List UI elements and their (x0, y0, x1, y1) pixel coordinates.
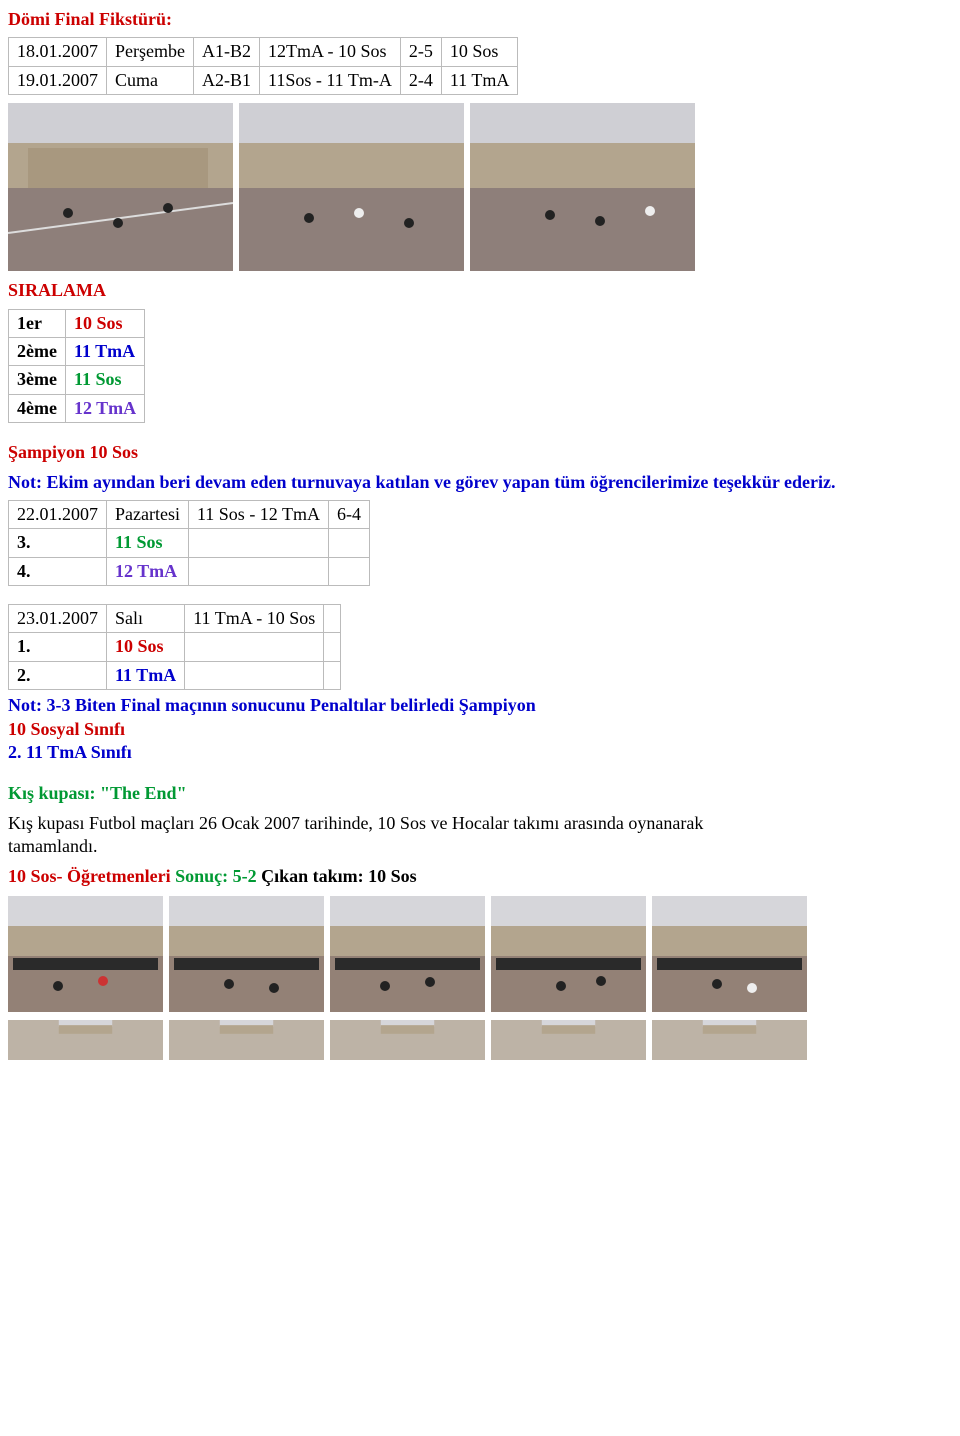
cell-num: 4. (9, 557, 107, 585)
cell-place: 1er (9, 309, 66, 337)
cell-empty (185, 633, 324, 661)
cell-day: Pazartesi (107, 500, 189, 528)
table-row: 4ème 12 TmA (9, 394, 145, 422)
table-row: 3. 11 Sos (9, 529, 370, 557)
match-photo (169, 1020, 324, 1060)
note-final: Not: 3-3 Biten Final maçının sonucunu Pe… (8, 694, 952, 764)
fixtures-table-3: 23.01.2007 Salı 11 TmA - 10 Sos 1. 10 So… (8, 604, 341, 690)
table-row: 23.01.2007 Salı 11 TmA - 10 Sos (9, 605, 341, 633)
note-line-b: 10 Sosyal Sınıfı (8, 719, 125, 739)
cell-match: 11 Sos - 12 TmA (188, 500, 328, 528)
photo-row-1 (8, 103, 952, 271)
cell-empty (328, 557, 369, 585)
match-photo (8, 1020, 163, 1060)
cell-empty (324, 633, 341, 661)
cell-score: 6-4 (328, 500, 369, 528)
match-photo (169, 896, 324, 1012)
cell-match: 12TmA - 10 Sos (259, 38, 400, 66)
cell-empty (328, 529, 369, 557)
cell-team: 11 Sos (107, 529, 189, 557)
table-row: 2. 11 TmA (9, 661, 341, 689)
cell-day: Cuma (107, 66, 194, 94)
cell-day: Salı (107, 605, 185, 633)
cell-winner: 11 TmA (441, 66, 518, 94)
table-row: 3ème 11 Sos (9, 366, 145, 394)
cell-team: 10 Sos (107, 633, 185, 661)
cell-empty (188, 557, 328, 585)
cell-match: 11 TmA - 10 Sos (185, 605, 324, 633)
result-sonuc: Sonuç: 5-2 (175, 866, 257, 886)
table-row: 18.01.2007 Perşembe A1-B2 12TmA - 10 Sos… (9, 38, 518, 66)
cup-text: Kış kupası Futbol maçları 26 Ocak 2007 t… (8, 812, 952, 859)
cell-code: A2-B1 (193, 66, 259, 94)
photo-row-2 (8, 896, 952, 1012)
fixtures-table-2: 22.01.2007 Pazartesi 11 Sos - 12 TmA 6-4… (8, 500, 370, 586)
cell-score: 2-5 (400, 38, 441, 66)
result-cikan: Çıkan takım: 10 Sos (261, 866, 417, 886)
note-thanks: Not: Ekim ayından beri devam eden turnuv… (8, 471, 952, 494)
cup-text-tail: tamamlandı. (8, 836, 97, 856)
table-row: 1er 10 Sos (9, 309, 145, 337)
match-photo (491, 896, 646, 1012)
cup-text-pre: Kış kupası Futbol maçları 26 Ocak 2007 t… (8, 813, 703, 833)
cell-num: 1. (9, 633, 107, 661)
match-photo (330, 1020, 485, 1060)
champion-label: Şampiyon 10 Sos (8, 441, 952, 464)
cell-team: 11 TmA (107, 661, 185, 689)
cell-date: 19.01.2007 (9, 66, 107, 94)
cell-num: 2. (9, 661, 107, 689)
cell-team: 11 Sos (65, 366, 144, 394)
table-row: 1. 10 Sos (9, 633, 341, 661)
cell-empty (324, 661, 341, 689)
cell-team: 10 Sos (65, 309, 144, 337)
table-row: 22.01.2007 Pazartesi 11 Sos - 12 TmA 6-4 (9, 500, 370, 528)
table-row: 2ème 11 TmA (9, 337, 145, 365)
table-row: 4. 12 TmA (9, 557, 370, 585)
cup-heading: Kış kupası: "The End" (8, 782, 952, 805)
match-photo (470, 103, 695, 271)
cell-code: A1-B2 (193, 38, 259, 66)
match-photo (652, 1020, 807, 1060)
cell-date: 18.01.2007 (9, 38, 107, 66)
cell-team: 12 TmA (65, 394, 144, 422)
match-photo (8, 896, 163, 1012)
cell-date: 22.01.2007 (9, 500, 107, 528)
photo-row-3 (8, 1020, 952, 1060)
match-photo (330, 896, 485, 1012)
cell-place: 2ème (9, 337, 66, 365)
cell-team: 11 TmA (65, 337, 144, 365)
match-photo (239, 103, 464, 271)
cell-num: 3. (9, 529, 107, 557)
cell-date: 23.01.2007 (9, 605, 107, 633)
table-row: 19.01.2007 Cuma A2-B1 11Sos - 11 Tm-A 2-… (9, 66, 518, 94)
siralama-label: SIRALAMA (8, 279, 952, 302)
cell-match: 11Sos - 11 Tm-A (259, 66, 400, 94)
note-line-c: 2. 11 TmA Sınıfı (8, 742, 132, 762)
cell-place: 3ème (9, 366, 66, 394)
cell-place: 4ème (9, 394, 66, 422)
cell-winner: 10 Sos (441, 38, 518, 66)
match-photo (652, 896, 807, 1012)
match-photo (8, 103, 233, 271)
cell-score: 2-4 (400, 66, 441, 94)
heading-domi-final: Dömi Final Fikstürü: (8, 8, 952, 31)
cell-empty (185, 661, 324, 689)
result-label: 10 Sos- Öğretmenleri (8, 866, 175, 886)
fixtures-table-1: 18.01.2007 Perşembe A1-B2 12TmA - 10 Sos… (8, 37, 518, 95)
cell-team: 12 TmA (107, 557, 189, 585)
note-line-a: Not: 3-3 Biten Final maçının sonucunu Pe… (8, 695, 536, 715)
match-photo (491, 1020, 646, 1060)
rankings-table: 1er 10 Sos 2ème 11 TmA 3ème 11 Sos 4ème … (8, 309, 145, 424)
cell-day: Perşembe (107, 38, 194, 66)
cell-empty (188, 529, 328, 557)
cell-empty (324, 605, 341, 633)
result-line: 10 Sos- Öğretmenleri Sonuç: 5-2 Çıkan ta… (8, 865, 952, 888)
